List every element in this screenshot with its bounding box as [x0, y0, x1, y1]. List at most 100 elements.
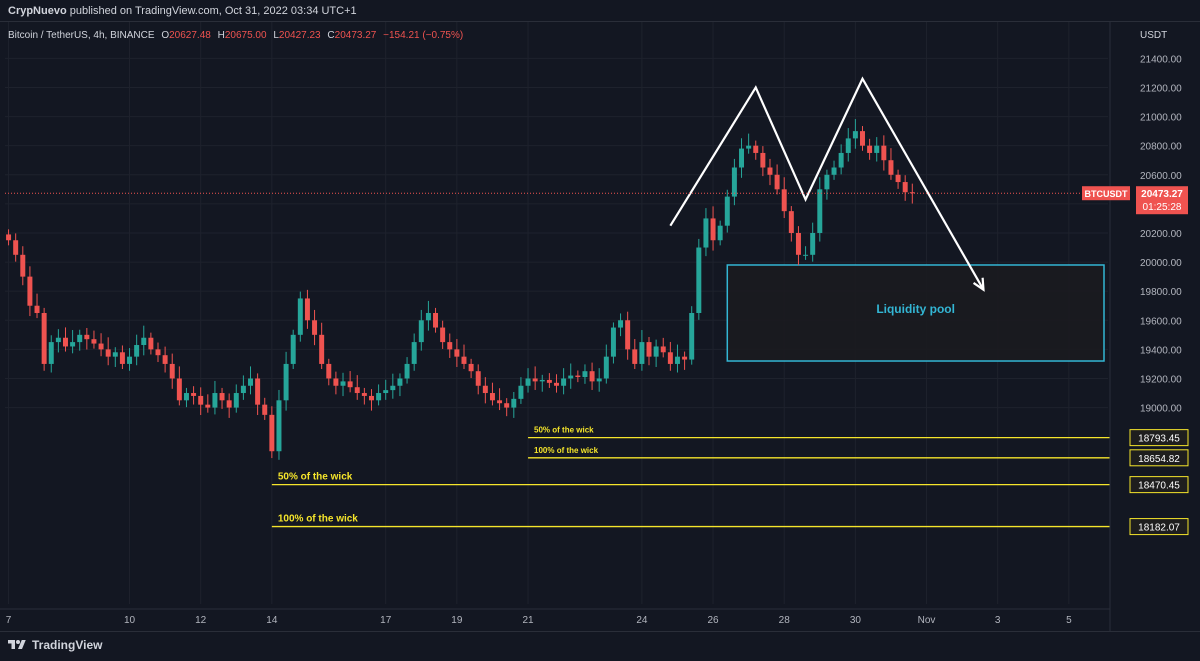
candle — [290, 329, 296, 370]
fib-price-value: 18182.07 — [1138, 523, 1180, 534]
candle — [674, 344, 680, 373]
candle — [554, 374, 559, 393]
legend-change: −154.21 (−0.75%) — [383, 30, 463, 41]
candle — [774, 164, 780, 195]
candle-body — [710, 218, 716, 241]
candle-body — [831, 167, 837, 175]
candle-body — [411, 342, 417, 364]
candle-body — [625, 320, 631, 350]
y-tick-label: 21400.00 — [1140, 54, 1182, 65]
candle — [98, 333, 104, 357]
fib-level-label: 50% of the wick — [278, 472, 353, 483]
candle-body — [91, 339, 97, 344]
symbol-tag — [1082, 186, 1130, 201]
candle-body — [589, 371, 595, 382]
candle-body — [582, 371, 588, 378]
candle — [731, 158, 737, 206]
y-tick-label: 19000.00 — [1140, 404, 1182, 415]
candle — [639, 330, 645, 371]
candle — [55, 329, 61, 353]
candle — [127, 348, 133, 371]
candle — [888, 148, 894, 180]
x-tick-label: 7 — [6, 615, 12, 626]
candle — [376, 384, 382, 406]
legend-symbol: Bitcoin / TetherUS, 4h, BINANCE — [8, 30, 155, 41]
y-tick-label: 19800.00 — [1140, 287, 1182, 298]
candle-body — [226, 400, 232, 408]
candle — [383, 379, 389, 400]
candle-body — [290, 334, 296, 364]
candle-body — [361, 393, 367, 396]
candle — [795, 226, 801, 266]
candle-body — [447, 342, 453, 350]
candle-body — [767, 167, 773, 175]
fib-levels: 50% of the wick 18793.45 100% of the wick 1… — [271, 426, 1189, 536]
candle — [746, 133, 752, 154]
candle — [831, 160, 837, 180]
candle — [390, 373, 396, 399]
candle-body — [84, 334, 90, 340]
candle — [803, 246, 809, 260]
candle — [283, 351, 289, 411]
y-tick-label: 19200.00 — [1140, 374, 1182, 385]
chart-area[interactable]: Bitcoin / TetherUS, 4h, BINANCE O20627.4… — [0, 22, 1200, 661]
candle — [62, 327, 68, 352]
candle-body — [603, 356, 609, 379]
candle — [696, 238, 702, 320]
candle-body — [205, 404, 211, 408]
candle — [568, 363, 574, 389]
candle-body — [169, 363, 175, 379]
tradingview-logo[interactable]: TradingView — [8, 638, 102, 652]
candle-body — [262, 404, 268, 415]
candle — [347, 371, 353, 393]
candle-body — [48, 342, 54, 364]
candle-body — [148, 337, 154, 350]
candle-body — [532, 378, 538, 382]
candle — [781, 177, 787, 218]
candle — [262, 397, 268, 420]
candle — [248, 366, 253, 395]
candle-body — [788, 211, 794, 233]
double-top-line — [669, 76, 985, 291]
candle-body — [518, 385, 524, 399]
candle-body — [191, 393, 197, 396]
candle — [710, 206, 716, 251]
legend-c-label: C — [327, 30, 334, 41]
candle — [810, 222, 816, 262]
candle — [205, 394, 211, 413]
price-chart[interactable]: Bitcoin / TetherUS, 4h, BINANCE O20627.4… — [0, 22, 1200, 632]
candle — [361, 387, 367, 405]
author-name[interactable]: CrypNuevo — [8, 5, 67, 17]
candle-body — [703, 218, 709, 248]
candle-body — [304, 298, 310, 321]
candle — [817, 177, 823, 242]
candle-body — [667, 352, 673, 364]
legend-l-label: L — [273, 30, 279, 41]
candle-body — [248, 378, 253, 386]
candle-body — [838, 152, 844, 168]
arrow-head — [972, 277, 985, 292]
candle-body — [127, 356, 133, 364]
legend-h-value: 20675.00 — [225, 30, 267, 41]
fib-level-label: 50% of the wick — [534, 426, 594, 435]
candle-body — [6, 234, 12, 241]
candle-body — [105, 349, 111, 357]
candle — [433, 307, 439, 333]
candle-body — [20, 254, 26, 277]
candle-body — [134, 345, 140, 357]
candle — [27, 266, 33, 317]
candle — [340, 372, 346, 397]
candle — [226, 393, 232, 418]
candle — [105, 337, 111, 366]
candle-body — [475, 371, 481, 386]
candle — [660, 337, 666, 358]
candle — [703, 208, 709, 257]
candle-body — [824, 174, 830, 190]
candle-body — [461, 356, 467, 364]
candle-body — [731, 167, 737, 197]
candle — [304, 289, 310, 329]
candle-body — [119, 352, 125, 364]
candle — [440, 320, 446, 349]
candle-body — [504, 403, 510, 408]
candle-body — [746, 145, 752, 149]
